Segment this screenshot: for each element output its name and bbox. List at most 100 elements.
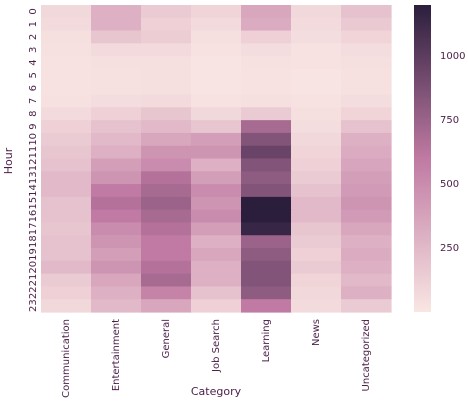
heatmap-cell	[141, 5, 192, 19]
heatmap-cell	[241, 81, 292, 96]
heatmap-cell	[41, 56, 92, 70]
heatmap-cell	[341, 68, 392, 83]
heatmap-cell	[41, 145, 92, 160]
heatmap-cell	[291, 30, 342, 44]
heatmap-cell	[341, 184, 392, 198]
heatmap-cell	[41, 209, 92, 224]
heatmap-cell	[291, 222, 342, 236]
heatmap-cell	[191, 145, 242, 160]
heatmap-cell	[141, 286, 192, 300]
heatmap-cell	[191, 196, 242, 211]
heatmap-cell	[241, 43, 292, 57]
heatmap-cell	[241, 235, 292, 249]
y-tick-label: 1	[28, 21, 39, 27]
heatmap-cell	[41, 222, 92, 236]
heatmap-cell	[41, 68, 92, 83]
heatmap-cell	[241, 5, 292, 19]
heatmap-cell	[241, 222, 292, 236]
heatmap-cell	[191, 5, 242, 19]
y-tick-label: 17	[28, 222, 39, 235]
heatmap-cell	[241, 94, 292, 108]
heatmap-cell	[141, 184, 192, 198]
heatmap-cell	[291, 235, 342, 249]
heatmap-cell	[141, 248, 192, 262]
heatmap-cell	[41, 260, 92, 275]
heatmap-cell	[241, 171, 292, 185]
heatmap-cell	[41, 196, 92, 211]
heatmap-cell	[241, 286, 292, 300]
heatmap-cell	[341, 260, 392, 275]
x-tick-label: Learning	[261, 319, 272, 362]
heatmap-cell	[91, 81, 142, 96]
heatmap-cell	[141, 120, 192, 134]
heatmap-cell	[141, 222, 192, 236]
heatmap-cell	[341, 43, 392, 57]
heatmap-cell	[141, 235, 192, 249]
heatmap-cell	[141, 81, 192, 96]
y-tick-label: 20	[28, 261, 39, 274]
heatmap-cell	[341, 132, 392, 147]
heatmap-cell	[41, 94, 92, 108]
y-tick-label: 2	[28, 34, 39, 40]
heatmap-cell	[41, 107, 92, 121]
heatmap-cell	[341, 286, 392, 300]
heatmap-cell	[191, 235, 242, 249]
x-tick-labels: Communication Entertainment General Job Sea…	[61, 319, 372, 398]
x-tick-label: General	[161, 319, 172, 358]
heatmap-cell	[191, 68, 242, 83]
heatmap-cell	[291, 248, 342, 262]
heatmap-cell	[291, 286, 342, 300]
heatmap-cell	[141, 260, 192, 275]
heatmap-cell	[241, 68, 292, 83]
colorbar-tick-label: 250	[440, 243, 459, 254]
heatmap-cell	[141, 17, 192, 32]
heatmap-cell	[341, 196, 392, 211]
heatmap-cell	[91, 299, 142, 313]
heatmap-cell	[91, 158, 142, 172]
y-tick-label: 3	[28, 47, 39, 53]
y-tick-label: 0	[28, 8, 39, 14]
heatmap-cell	[241, 145, 292, 160]
heatmap-cell	[91, 68, 142, 83]
heatmap-cell	[191, 260, 242, 275]
heatmap-cell	[141, 273, 192, 288]
y-tick-label: 8	[28, 111, 39, 117]
heatmap-cell	[341, 30, 392, 44]
heatmap-cell	[341, 94, 392, 108]
y-tick-label: 10	[28, 133, 39, 146]
heatmap-cell	[141, 209, 192, 224]
colorbar-gradient	[414, 5, 431, 312]
x-tick-label: Uncategorized	[361, 319, 372, 391]
y-tick-label: 21	[28, 274, 39, 287]
heatmap-cell	[291, 260, 342, 275]
heatmap-cell	[91, 94, 142, 108]
heatmap-cell	[41, 81, 92, 96]
y-tick-label: 16	[28, 210, 39, 223]
heatmap-cell	[341, 248, 392, 262]
heatmap-cell	[191, 171, 242, 185]
heatmap-cell	[291, 5, 342, 19]
heatmap-cell	[341, 17, 392, 32]
x-tick-label: News	[311, 319, 322, 346]
heatmap-cell	[191, 132, 242, 147]
colorbar-tick-labels: 250 500 750 1000	[440, 51, 465, 254]
heatmap-cell	[91, 260, 142, 275]
heatmap-cell	[191, 30, 242, 44]
heatmap-cell	[241, 17, 292, 32]
y-tick-label: 13	[28, 171, 39, 184]
heatmap-cell	[241, 196, 292, 211]
y-tick-label: 12	[28, 159, 39, 172]
heatmap-cell	[141, 43, 192, 57]
heatmap-cell	[241, 30, 292, 44]
y-tick-label: 11	[28, 146, 39, 159]
heatmap-cell	[291, 184, 342, 198]
heatmap-cell	[241, 120, 292, 134]
heatmap-cell	[191, 158, 242, 172]
heatmap-cell	[191, 209, 242, 224]
heatmap-cell	[291, 158, 342, 172]
heatmap-cell	[241, 184, 292, 198]
heatmap-cell	[141, 158, 192, 172]
heatmap-cell	[41, 17, 92, 32]
heatmap-cell	[91, 196, 142, 211]
heatmap-cell	[91, 235, 142, 249]
